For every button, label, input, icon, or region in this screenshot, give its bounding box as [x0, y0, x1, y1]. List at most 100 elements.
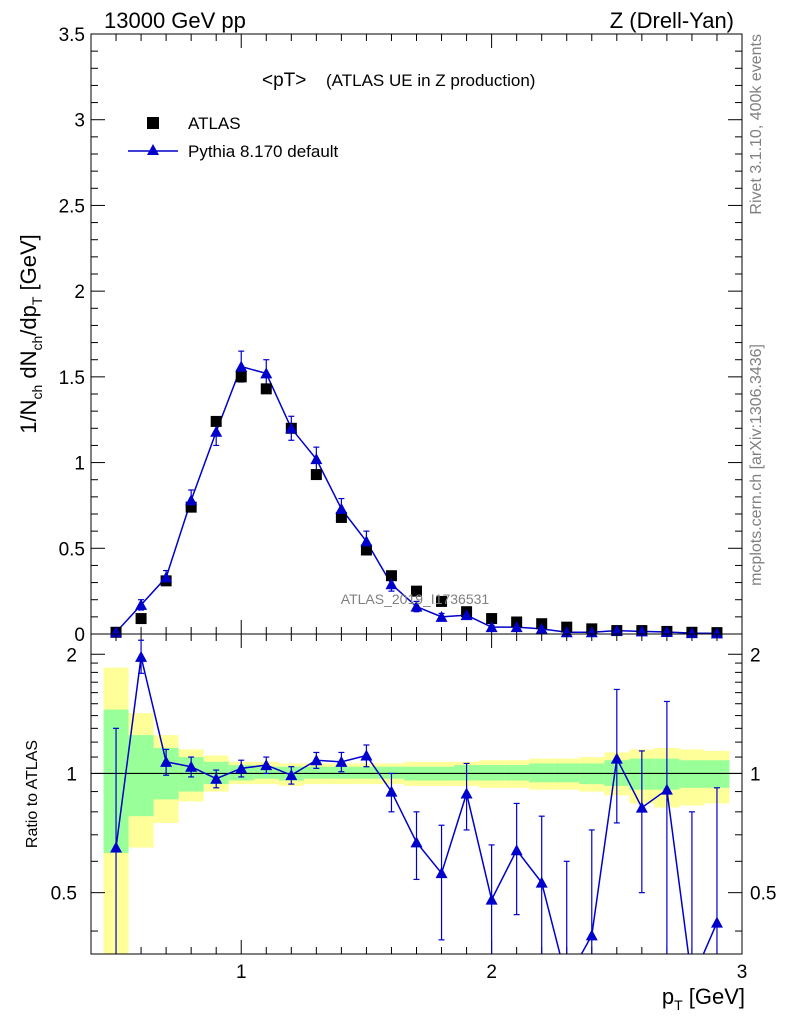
mc-point [235, 360, 248, 372]
y-tick-label: 2 [74, 282, 85, 303]
mc-point [610, 624, 623, 636]
ratio-point [260, 759, 273, 771]
y-axis-title-ratio: Ratio to ATLAS [24, 740, 41, 848]
x-tick-label: 3 [737, 962, 748, 983]
uncertainty-band-green [479, 765, 505, 781]
mc-point [485, 621, 498, 633]
ratio-point [385, 785, 398, 797]
atlas-data-point [486, 613, 498, 625]
ratio-point [235, 762, 248, 774]
atlas-data-point [135, 613, 147, 625]
ratio-y-tick-label: 2 [66, 645, 77, 666]
atlas-data-point [436, 595, 448, 607]
rivet-label: Rivet 3.1.10, 400k events [748, 34, 765, 215]
mc-point [385, 578, 398, 590]
x-tick-label: 2 [486, 962, 497, 983]
ratio-point [185, 760, 198, 772]
mc-point [435, 610, 448, 622]
ratio-point [285, 769, 298, 781]
mc-point [110, 626, 123, 638]
y-tick-label: 1 [74, 454, 85, 475]
ratio-point [635, 801, 648, 813]
ratio-point [210, 772, 223, 784]
mc-point [585, 626, 598, 638]
ratio-point [535, 876, 548, 888]
mc-point [410, 600, 423, 612]
y-axis-title-main: 1/Nch dNch/dpT [GeV] [16, 234, 45, 434]
atlas-data-point [235, 371, 247, 383]
legend-data-marker [147, 117, 159, 129]
svg-text:pT [GeV]: pT [GeV] [662, 984, 745, 1013]
mc-point [135, 598, 148, 610]
ratio-point [485, 893, 498, 905]
atlas-data-point [335, 511, 347, 523]
atlas-data-point [260, 383, 272, 395]
atlas-data-point [411, 585, 422, 597]
svg-text:1/Nch dNch/dpT [GeV]: 1/Nch dNch/dpT [GeV] [16, 234, 45, 434]
mc-point [285, 422, 298, 434]
mc-point [460, 609, 473, 621]
uncertainty-band-green [128, 735, 154, 817]
mcplots-label: mcplots.cern.ch [arXiv:1306.3436] [748, 344, 765, 586]
ratio-point [160, 755, 173, 767]
y-tick-label: 2.5 [59, 196, 85, 217]
ratio-point [660, 783, 673, 795]
ratio-y-tick-label: 0.5 [51, 884, 77, 905]
ratio-point [510, 844, 523, 856]
uncertainty-band-green [303, 766, 329, 779]
mc-point [210, 425, 223, 437]
y-tick-label: 0.5 [59, 539, 85, 560]
ratio-y-tick-label-right: 1 [750, 764, 761, 785]
atlas-data-point [385, 570, 397, 582]
mc-point [710, 627, 723, 639]
header-left: 13000 GeV pp [104, 8, 246, 33]
ratio-point [110, 841, 123, 853]
ratio-point [460, 787, 473, 799]
mc-point [510, 621, 523, 633]
atlas-data-point [210, 415, 222, 427]
mc-point [535, 622, 548, 634]
ratio-point [410, 836, 423, 848]
ratio-point [435, 867, 448, 879]
mc-point [335, 502, 348, 514]
uncertainty-band-green [328, 766, 354, 779]
y-tick-label: 1.5 [59, 368, 85, 389]
mc-point [560, 626, 573, 638]
mc-point [185, 494, 198, 506]
legend-mc-label: Pythia 8.170 default [188, 142, 339, 161]
ratio-point [360, 749, 373, 761]
main-plot: 0 0.5 1 1.5 2 2.5 3 3.5 [59, 25, 743, 646]
plot-title-sub: (ATLAS UE in Z production) [326, 71, 535, 90]
y-tick-label: 3 [74, 111, 85, 132]
ratio-point [710, 916, 723, 928]
atlas-data-point [185, 501, 197, 513]
x-axis-title: pT [GeV] [662, 984, 745, 1013]
ratio-y-tick-label: 1 [66, 764, 77, 785]
analysis-watermark: ATLAS_2019_I1736531 [341, 591, 490, 607]
header-right: Z (Drell-Yan) [610, 8, 734, 33]
ratio-point [610, 752, 623, 764]
uncertainty-band-green [378, 766, 404, 779]
ratio-plot: 1 2 3 0.5 0.5 1 1 2 2 [51, 634, 776, 983]
ratio-frame [90, 633, 743, 955]
atlas-data-point [360, 544, 372, 556]
uncertainty-band-green [353, 766, 379, 779]
legend-data-label: ATLAS [188, 114, 241, 133]
ratio-point [585, 929, 598, 941]
mc-point [360, 535, 373, 547]
ratio-y-tick-label-right: 0.5 [750, 884, 776, 905]
ratio-y-tick-label-right: 2 [750, 645, 761, 666]
mc-point [160, 571, 173, 583]
mc-point [685, 627, 698, 639]
ratio-point [310, 754, 323, 766]
ratio-point [135, 650, 148, 662]
y-tick-label: 3.5 [59, 25, 85, 46]
legend-mc-marker [147, 144, 159, 155]
uncertainty-band-green [504, 765, 530, 781]
y-tick-label: 0 [74, 625, 85, 646]
ratio-point [335, 755, 348, 767]
mc-point [310, 453, 323, 465]
x-tick-label: 1 [236, 962, 247, 983]
atlas-data-point [310, 469, 322, 481]
